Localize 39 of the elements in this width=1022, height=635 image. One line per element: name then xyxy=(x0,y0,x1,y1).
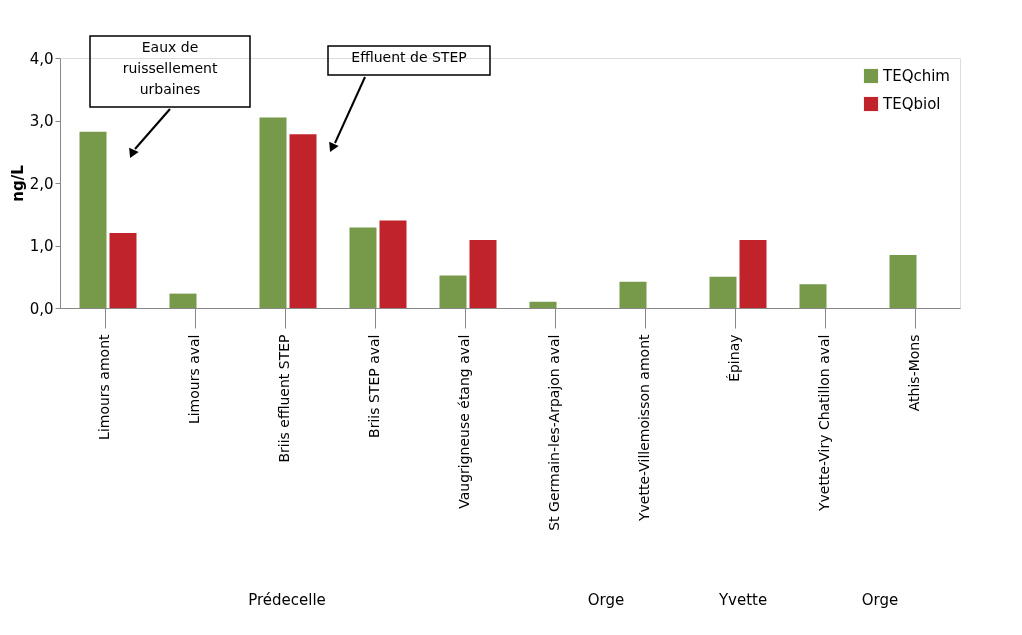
x-tick-label: St Germain-les-Arpajon aval xyxy=(546,334,562,531)
y-axis-title: ng/L xyxy=(8,164,27,202)
legend-label: TEQbiol xyxy=(882,95,941,113)
y-tick-label: 3,0 xyxy=(29,112,54,130)
x-tick-label: Yvette-Villemoisson amont xyxy=(636,334,652,523)
x-tick-label: Athis-Mons xyxy=(906,334,922,412)
bar xyxy=(109,233,137,308)
x-tick-label: Yvette-Viry Chatillon aval xyxy=(816,334,832,513)
bar xyxy=(79,131,107,308)
x-tick-label: Briis effluent STEP xyxy=(276,334,292,463)
text: Yvette xyxy=(717,591,768,609)
bar xyxy=(379,220,407,308)
bar xyxy=(799,284,827,308)
bar xyxy=(169,293,197,308)
bar xyxy=(349,227,377,308)
y-tick-label: 0,0 xyxy=(29,299,54,318)
x-tick-label: Limours aval xyxy=(186,334,202,425)
text: Orge xyxy=(587,591,625,609)
y-tick-label: 2,0 xyxy=(29,174,54,193)
text: Prédecelle xyxy=(248,591,326,609)
annotation: Effluent de STEP xyxy=(351,49,467,65)
annotation: Eaux de ruissellement urbaines xyxy=(122,39,218,97)
bar xyxy=(529,301,557,308)
bar xyxy=(619,281,647,308)
bar xyxy=(889,254,917,308)
text: Orge xyxy=(861,591,899,609)
bar xyxy=(709,276,737,308)
x-tick-label: Épinay xyxy=(726,334,742,382)
y-tick-label: 1,0 xyxy=(29,237,54,255)
x-tick-label: Briis STEP aval xyxy=(366,334,382,438)
legend-label: TEQchim xyxy=(882,67,950,85)
bar xyxy=(469,239,497,308)
x-tick-label: Limours amont xyxy=(96,334,112,440)
bar xyxy=(289,134,317,308)
y-tick-label: 4,0 xyxy=(29,49,54,68)
bar xyxy=(739,239,767,308)
bar xyxy=(439,275,467,308)
x-tick-label: Vaugrigneuse étang aval xyxy=(456,334,472,509)
bar xyxy=(259,117,287,308)
